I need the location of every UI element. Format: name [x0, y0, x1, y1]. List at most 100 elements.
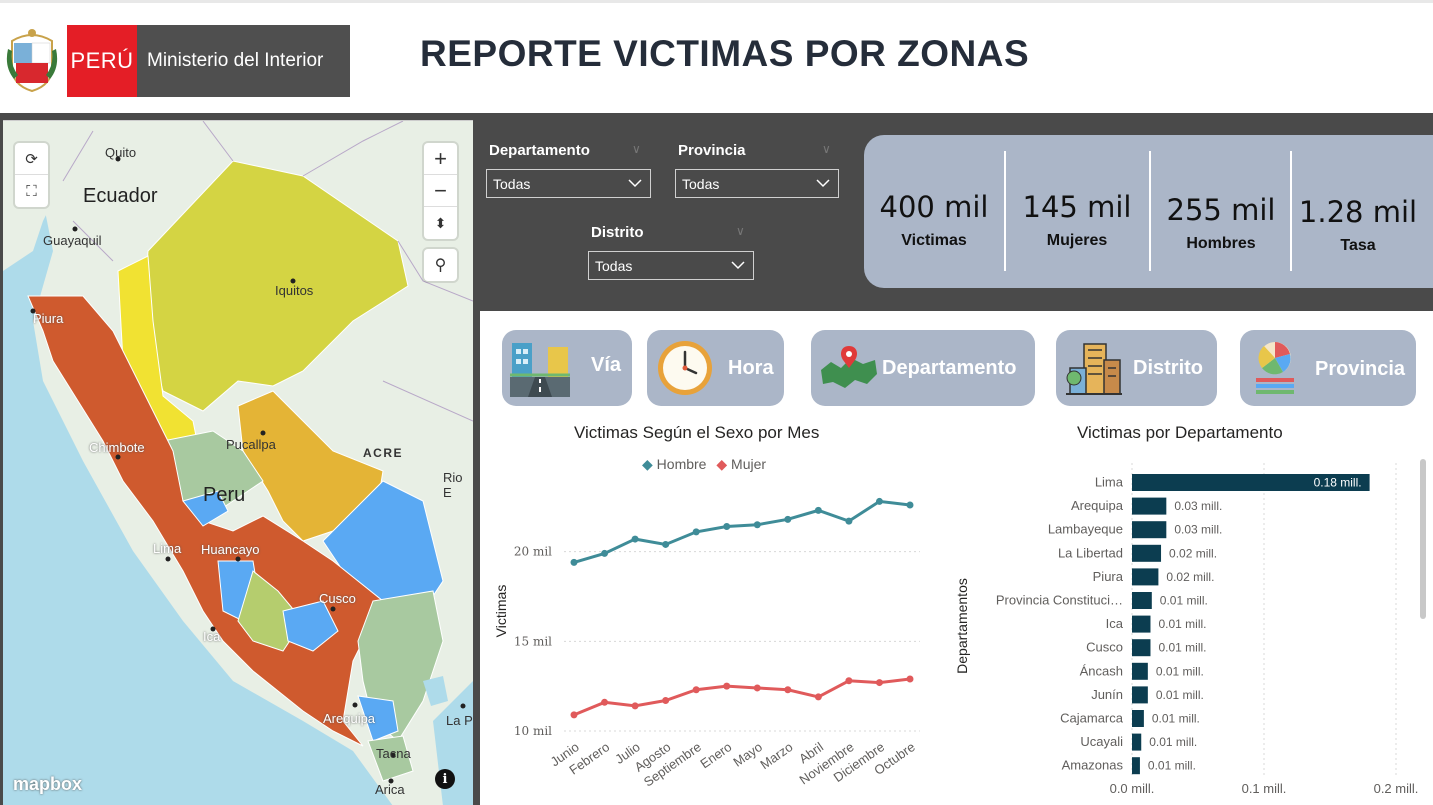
line-point-mujer[interactable] [906, 675, 914, 683]
kpi-tasa-value: 1.28 mil [1298, 195, 1418, 229]
rotate-icon[interactable]: ⟳ [15, 143, 48, 175]
line-point-hombre[interactable] [662, 540, 670, 548]
bar-chart-bar[interactable] [1132, 733, 1142, 751]
line-point-mujer[interactable] [875, 679, 883, 687]
bar-chart-xtick: 0.1 mill. [1242, 781, 1287, 796]
line-chart-xtick: Marzo [757, 739, 795, 772]
line-point-hombre[interactable] [845, 517, 853, 525]
nav-via-button[interactable]: Vía [502, 330, 632, 406]
bar-chart[interactable]: Departamentos 0.0 mill. 0.1 mill. 0.2 mill.… [943, 453, 1433, 799]
header: PERÚ Ministerio del Interior REPORTE VIC… [0, 0, 1433, 113]
line-chart-ytick: 15 mil [514, 634, 552, 648]
bar-chart-bar[interactable] [1132, 474, 1370, 491]
bar-chart-data-label: 0.01 mill. [1152, 712, 1200, 726]
bar-chart-bar[interactable] [1132, 615, 1151, 633]
chevron-down-icon[interactable]: ∨ [632, 142, 641, 156]
line-point-hombre[interactable] [631, 535, 639, 543]
bar-chart-scrollbar[interactable] [1420, 459, 1426, 619]
bar-chart-data-label: 0.02 mill. [1166, 570, 1214, 584]
map-label-ecuador: Ecuador [83, 185, 158, 207]
mapbox-logo[interactable]: mapbox [13, 774, 83, 794]
line-point-hombre[interactable] [875, 497, 883, 505]
nav-hora-button[interactable]: Hora [647, 330, 784, 406]
line-series-mujer[interactable] [573, 677, 911, 717]
line-point-mujer[interactable] [601, 698, 609, 706]
line-point-mujer[interactable] [723, 682, 731, 690]
legend-label-hombre: Hombre [656, 456, 707, 472]
distrito-select-value: Todas [595, 257, 633, 274]
filter-departamento-label: Departamento [489, 142, 590, 159]
ministry-logo: Ministerio del Interior [137, 25, 350, 97]
line-point-mujer[interactable] [662, 697, 670, 705]
line-point-hombre[interactable] [692, 528, 700, 536]
map-label-acre: ACRE [363, 446, 404, 460]
map-label-arica: Arica [375, 782, 405, 797]
line-point-hombre[interactable] [784, 515, 792, 523]
pie-list-icon [1256, 342, 1294, 394]
nav-departamento-button[interactable]: Departamento [811, 330, 1035, 406]
zoom-in-button[interactable]: + [424, 143, 457, 175]
map-label-cusco: Cusco [319, 591, 356, 606]
provincia-select[interactable]: Todas [675, 169, 839, 198]
bar-chart-category-label: Piura [1093, 569, 1124, 584]
bar-chart-data-label: 0.18 mill. [1314, 476, 1362, 490]
line-point-mujer[interactable] [753, 684, 761, 692]
bar-chart-data-label: 0.01 mill. [1148, 759, 1196, 773]
bar-chart-category-label: Amazonas [1062, 758, 1124, 773]
bar-chart-title: Victimas por Departamento [1077, 423, 1283, 442]
bar-chart-data-label: 0.01 mill. [1160, 594, 1208, 608]
map-search-control: ⚲ [424, 249, 457, 281]
line-point-mujer[interactable] [784, 686, 792, 694]
zoom-out-button[interactable]: − [424, 175, 457, 207]
line-point-mujer[interactable] [814, 693, 822, 701]
line-point-mujer[interactable] [692, 686, 700, 694]
distrito-select[interactable]: Todas [588, 251, 754, 280]
bar-chart-bar[interactable] [1132, 757, 1140, 775]
line-point-hombre[interactable] [723, 523, 731, 531]
bar-chart-bar[interactable] [1132, 544, 1162, 562]
map-tool-controls: ⟳ ⛶ [15, 143, 48, 207]
line-series-hombre[interactable] [573, 499, 911, 564]
nav-provincia-button[interactable]: Provincia [1240, 330, 1416, 406]
legend-marker-mujer: ◆ [716, 456, 728, 472]
map-label-peru: Peru [203, 484, 246, 506]
line-chart-xtick: Enero [697, 739, 734, 771]
line-point-mujer[interactable] [570, 711, 578, 719]
departamento-select[interactable]: Todas [486, 169, 651, 198]
nav-distrito-label: Distrito [1133, 357, 1203, 379]
bar-chart-bar[interactable] [1132, 521, 1167, 539]
chevron-down-icon [816, 179, 830, 188]
line-point-hombre[interactable] [753, 521, 761, 529]
line-point-hombre[interactable] [906, 501, 914, 509]
line-point-hombre[interactable] [601, 549, 609, 557]
bar-chart-bar[interactable] [1132, 592, 1152, 609]
line-point-hombre[interactable] [814, 506, 822, 514]
line-point-mujer[interactable] [845, 677, 853, 685]
compass-icon[interactable]: ⬍ [434, 214, 447, 231]
bar-chart-bar[interactable] [1132, 710, 1144, 727]
chevron-down-icon [731, 261, 745, 270]
legend-marker-hombre: ◆ [642, 456, 653, 472]
line-chart-ytick: 10 mil [514, 724, 552, 738]
map-label-guayaquil: Guayaquil [43, 233, 102, 248]
info-icon[interactable]: i [435, 769, 455, 789]
nav-distrito-button[interactable]: Distrito [1056, 330, 1217, 406]
bar-chart-bar[interactable] [1132, 639, 1151, 657]
bar-chart-bar[interactable] [1132, 686, 1148, 704]
map-canvas[interactable] [3, 121, 473, 805]
map-visual[interactable]: Quito Ecuador Guayaquil Iquitos Piura Ch… [3, 120, 473, 805]
search-icon[interactable]: ⚲ [434, 257, 447, 274]
chevron-down-icon[interactable]: ∨ [822, 142, 831, 156]
page-title: REPORTE VICTIMAS POR ZONAS [420, 33, 1030, 74]
map-label-lima: Lima [153, 541, 182, 556]
bar-chart-bar[interactable] [1132, 497, 1167, 515]
select-area-icon[interactable]: ⛶ [26, 182, 37, 200]
line-point-hombre[interactable] [570, 558, 578, 566]
nav-departamento-label: Departamento [882, 357, 1017, 379]
line-point-mujer[interactable] [631, 702, 639, 710]
bar-chart-bar[interactable] [1132, 568, 1159, 586]
peru-logo: PERÚ [67, 25, 137, 97]
chevron-down-icon[interactable]: ∨ [736, 224, 745, 238]
bar-chart-bar[interactable] [1132, 662, 1148, 680]
